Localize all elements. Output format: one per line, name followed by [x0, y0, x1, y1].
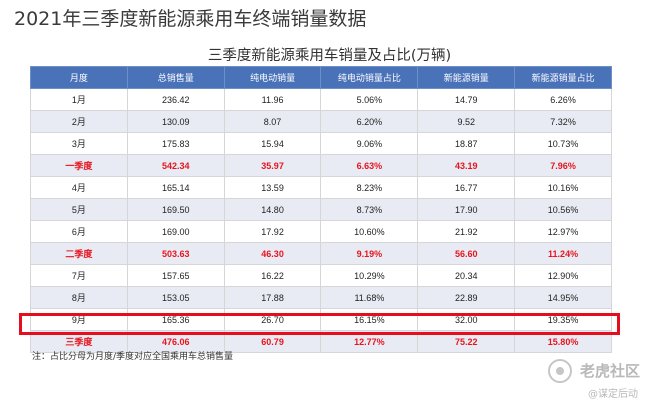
table-row: 3月 175.83 15.94 9.06% 18.87 10.73%	[30, 132, 612, 155]
sales-table: 月度 总销售量 纯电动销量 纯电动销量占比 新能源销量 新能源销量占比 1月 23…	[30, 66, 612, 353]
cell-bev-share: 6.20%	[320, 110, 419, 133]
cell-nev-share: 15.80%	[514, 330, 612, 353]
cell-total-sales: 169.00	[126, 220, 225, 243]
cell-bev-sales: 11.96	[223, 88, 322, 111]
cell-month: 4月	[30, 176, 128, 199]
cell-month: 一季度	[30, 154, 128, 177]
cell-total-sales: 169.50	[126, 198, 225, 221]
cell-month: 7月	[30, 264, 128, 287]
cell-nev-sales: 21.92	[417, 220, 516, 243]
column-header-month: 月度	[30, 66, 128, 89]
cell-bev-share: 8.73%	[320, 198, 419, 221]
column-header-nev-sales: 新能源销量	[417, 66, 516, 89]
cell-nev-sales: 22.89	[417, 286, 516, 309]
table-row: 5月 169.50 14.80 8.73% 17.90 10.56%	[30, 198, 612, 221]
cell-bev-sales: 13.59	[223, 176, 322, 199]
cell-month: 三季度	[30, 330, 128, 353]
cell-total-sales: 157.65	[126, 264, 225, 287]
cell-nev-sales: 16.77	[417, 176, 516, 199]
cell-total-sales: 542.34	[126, 154, 225, 177]
cell-nev-share: 10.73%	[514, 132, 612, 155]
cell-nev-sales: 20.34	[417, 264, 516, 287]
column-header-nev-share: 新能源销量占比	[514, 66, 612, 89]
cell-bev-sales: 35.97	[223, 154, 322, 177]
cell-month: 8月	[30, 286, 128, 309]
cell-bev-sales: 14.80	[223, 198, 322, 221]
cell-nev-share: 7.96%	[514, 154, 612, 177]
cell-nev-sales: 17.90	[417, 198, 516, 221]
table-summary-row: 二季度 503.63 46.30 9.19% 56.60 11.24%	[30, 242, 612, 265]
cell-total-sales: 236.42	[126, 88, 225, 111]
cell-nev-share: 6.26%	[514, 88, 612, 111]
cell-total-sales: 165.14	[126, 176, 225, 199]
cell-bev-share: 10.60%	[320, 220, 419, 243]
cell-month: 二季度	[30, 242, 128, 265]
cell-bev-share: 10.29%	[320, 264, 419, 287]
table-row: 1月 236.42 11.96 5.06% 14.79 6.26%	[30, 88, 612, 111]
table-row: 4月 165.14 13.59 8.23% 16.77 10.16%	[30, 176, 612, 199]
cell-nev-sales: 75.22	[417, 330, 516, 353]
cell-month: 1月	[30, 88, 128, 111]
cell-total-sales: 503.63	[126, 242, 225, 265]
cell-nev-sales: 43.19	[417, 154, 516, 177]
cell-nev-sales: 56.60	[417, 242, 516, 265]
cell-bev-share: 5.06%	[320, 88, 419, 111]
cell-month: 2月	[30, 110, 128, 133]
table-title: 三季度新能源乘用车销量及占比(万辆)	[207, 48, 452, 64]
cell-bev-sales: 60.79	[223, 330, 322, 353]
cell-nev-sales: 14.79	[417, 88, 516, 111]
cell-total-sales: 153.05	[126, 286, 225, 309]
cell-nev-share: 7.32%	[514, 110, 612, 133]
table-row: 2月 130.09 8.07 6.20% 9.52 7.32%	[30, 110, 612, 133]
cell-bev-share: 12.77%	[320, 330, 419, 353]
community-logo-icon	[548, 359, 572, 383]
cell-nev-sales: 18.87	[417, 132, 516, 155]
table-row: 8月 153.05 17.88 11.68% 22.89 14.95%	[30, 286, 612, 309]
column-header-bev-share: 纯电动销量占比	[320, 66, 419, 89]
watermark: 老虎社区 @谋定后动	[548, 357, 653, 403]
cell-bev-share: 6.63%	[320, 154, 419, 177]
cell-total-sales: 476.06	[126, 330, 225, 353]
watermark-user: @谋定后动	[588, 389, 638, 400]
cell-bev-sales: 16.22	[223, 264, 322, 287]
footnote: 注：占比分母为月度/季度对应全国乘用车总销售量	[32, 352, 234, 362]
cell-total-sales: 130.09	[126, 110, 225, 133]
cell-nev-share: 12.97%	[514, 220, 612, 243]
cell-nev-share: 10.16%	[514, 176, 612, 199]
table-summary-row: 三季度 476.06 60.79 12.77% 75.22 15.80%	[30, 330, 612, 353]
table-row: 7月 157.65 16.22 10.29% 20.34 12.90%	[30, 264, 612, 287]
cell-total-sales: 175.83	[126, 132, 225, 155]
cell-bev-sales: 8.07	[223, 110, 322, 133]
cell-bev-sales: 46.30	[223, 242, 322, 265]
table-header-row: 月度 总销售量 纯电动销量 纯电动销量占比 新能源销量 新能源销量占比	[30, 66, 612, 89]
cell-nev-share: 14.95%	[514, 286, 612, 309]
cell-bev-sales: 17.88	[223, 286, 322, 309]
cell-month: 5月	[30, 198, 128, 221]
column-header-total-sales: 总销售量	[126, 66, 225, 89]
cell-nev-share: 12.90%	[514, 264, 612, 287]
table-summary-row: 一季度 542.34 35.97 6.63% 43.19 7.96%	[30, 154, 612, 177]
cell-nev-share: 10.56%	[514, 198, 612, 221]
column-header-bev-sales: 纯电动销量	[223, 66, 322, 89]
cell-nev-share: 11.24%	[514, 242, 612, 265]
cell-bev-sales: 17.92	[223, 220, 322, 243]
cell-bev-share: 9.19%	[320, 242, 419, 265]
cell-month: 3月	[30, 132, 128, 155]
cell-bev-share: 9.06%	[320, 132, 419, 155]
table-row: 6月 169.00 17.92 10.60% 21.92 12.97%	[30, 220, 612, 243]
cell-month: 6月	[30, 220, 128, 243]
page-title: 2021年三季度新能源乘用车终端销量数据	[14, 8, 367, 30]
q3-highlight-box	[19, 313, 620, 335]
watermark-name: 老虎社区	[580, 362, 641, 380]
cell-nev-sales: 9.52	[417, 110, 516, 133]
cell-bev-sales: 15.94	[223, 132, 322, 155]
cell-bev-share: 11.68%	[320, 286, 419, 309]
cell-bev-share: 8.23%	[320, 176, 419, 199]
